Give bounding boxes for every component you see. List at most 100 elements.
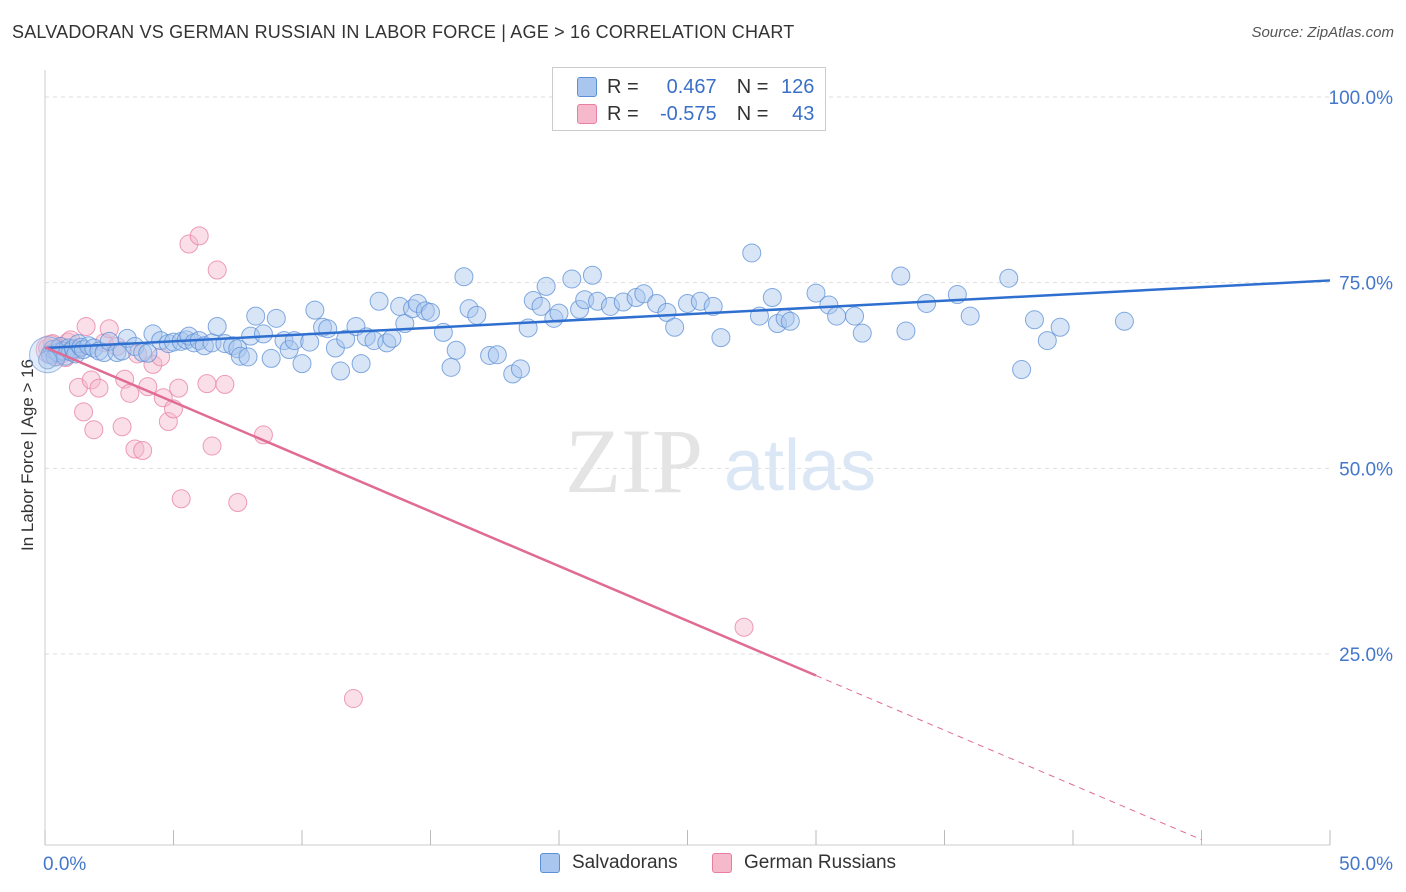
legend-r-label: R = <box>607 75 639 98</box>
salvadorans-point <box>742 243 762 263</box>
x-tick-label-min: 0.0% <box>43 854 86 875</box>
salvadorans-point <box>467 305 487 325</box>
legend-n-label: N = <box>736 102 769 125</box>
german-russians-point <box>179 234 199 254</box>
chart-title: SALVADORAN VS GERMAN RUSSIAN IN LABOR FO… <box>12 22 795 42</box>
salvadorans-point <box>318 319 338 339</box>
salvadorans-points <box>29 243 1134 384</box>
y-tick-label: 100.0% <box>1329 88 1394 109</box>
german-russians-point <box>84 420 104 440</box>
y-tick-label: 25.0% <box>1339 645 1393 666</box>
salvadorans-point <box>613 292 633 312</box>
bottom-legend-german-russians: German Russians <box>712 852 896 874</box>
salvadorans-point <box>300 332 320 352</box>
salvadorans-point <box>536 276 556 296</box>
watermark-atlas: atlas <box>724 426 876 506</box>
y-tick-label: 75.0% <box>1339 274 1393 295</box>
salvadorans-point <box>806 283 826 303</box>
salvadorans-point <box>999 268 1019 288</box>
legend-r-label: R = <box>607 102 639 125</box>
legend-row-german-russians: R = -0.575 N = 43 <box>577 102 814 126</box>
salvadorans-point <box>582 265 602 285</box>
salvadorans-point <box>690 291 710 311</box>
tick-labels: 25.0% 50.0% 75.0% 100.0% 0.0% 50.0% <box>43 88 1393 875</box>
salvadorans-point <box>845 306 865 326</box>
salvadorans-point <box>38 350 58 370</box>
german-russians-point <box>169 378 189 398</box>
salvadorans-trend-line <box>44 279 1331 350</box>
german-russians-point <box>215 374 235 394</box>
salvadorans-point <box>351 354 371 374</box>
bottom-legend-label-salvadorans: Salvadorans <box>572 852 678 873</box>
german-russians-point <box>74 402 94 422</box>
salvadorans-point <box>634 284 654 304</box>
legend-swatch-blue <box>577 77 597 97</box>
bottom-legend-salvadorans: Salvadorans <box>540 852 678 874</box>
legend-r-value-blue: 0.467 <box>666 75 717 98</box>
salvadorans-point <box>665 317 685 337</box>
german-russians-point <box>343 689 363 709</box>
salvadorans-point <box>819 295 839 315</box>
salvadorans-point <box>703 296 723 316</box>
german-russians-point <box>202 436 222 456</box>
salvadorans-point <box>711 328 731 348</box>
legend-r-value-pink: -0.575 <box>659 102 717 125</box>
salvadorans-point <box>1114 311 1134 331</box>
salvadorans-point <box>454 267 474 287</box>
legend-row-salvadorans: R = 0.467 N = 126 <box>577 75 814 99</box>
salvadorans-point <box>1012 360 1032 380</box>
salvadorans-point <box>917 293 937 313</box>
legend-swatch-pink <box>577 104 597 124</box>
german-russians-point <box>112 417 132 437</box>
salvadorans-point <box>369 291 389 311</box>
salvadorans-point <box>230 346 250 366</box>
stats-legend: R = 0.467 N = 126 R = -0.575 N = 43 <box>552 67 826 131</box>
german-russians-point <box>158 412 178 432</box>
legend-n-value-pink: 43 <box>792 102 815 125</box>
salvadorans-point <box>261 348 281 368</box>
salvadorans-point <box>207 316 227 336</box>
bottom-legend-swatch-blue <box>540 853 560 873</box>
bottom-legend-label-german-russians: German Russians <box>744 852 897 873</box>
german-russians-point <box>76 316 96 336</box>
axes <box>44 70 1331 846</box>
watermark: ZIP atlas <box>565 410 876 512</box>
german-russians-point <box>207 260 227 280</box>
german-russians-point <box>125 439 145 459</box>
salvadorans-point <box>382 328 402 348</box>
salvadorans-point <box>570 299 590 319</box>
salvadorans-point <box>194 336 214 356</box>
salvadorans-point <box>523 290 543 310</box>
salvadorans-point <box>223 336 243 356</box>
german-russians-trend-line <box>44 346 817 677</box>
german-russians-point <box>171 489 191 509</box>
salvadorans-point <box>480 345 500 365</box>
salvadorans-point <box>762 288 782 308</box>
german-russians-point <box>81 370 101 390</box>
salvadorans-point <box>852 323 872 343</box>
salvadorans-point <box>891 266 911 286</box>
salvadorans-point <box>459 299 479 319</box>
german-russians-point <box>89 378 109 398</box>
salvadorans-point <box>253 324 273 344</box>
salvadorans-point <box>531 296 551 316</box>
salvadorans-point <box>510 359 530 379</box>
bottom-legend-swatch-pink <box>712 853 732 873</box>
x-tick-label-max: 50.0% <box>1339 854 1393 875</box>
salvadorans-point <box>441 357 461 377</box>
salvadorans-point <box>1037 331 1057 351</box>
legend-n-value-blue: 126 <box>781 75 815 98</box>
salvadorans-point <box>562 269 582 289</box>
salvadorans-point <box>544 308 564 328</box>
german-russians-point <box>189 226 209 246</box>
salvadorans-point <box>600 296 620 316</box>
german-russians-point <box>133 441 153 461</box>
salvadorans-point <box>827 306 847 326</box>
salvadorans-point <box>138 343 158 363</box>
source-label: Source: ZipAtlas.com <box>1251 24 1394 41</box>
salvadorans-point <box>266 308 286 328</box>
german-russians-point <box>734 617 754 637</box>
trend-lines <box>44 279 1331 841</box>
german-russians-trend-extension <box>815 675 1202 841</box>
